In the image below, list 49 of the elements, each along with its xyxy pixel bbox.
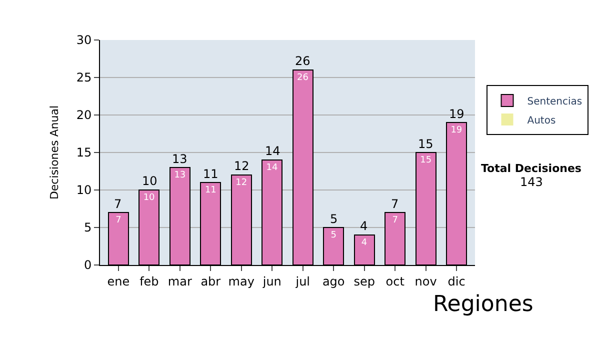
x-tick-label: dic — [448, 274, 466, 288]
data-label: 4 — [361, 238, 368, 248]
text: 143 — [520, 175, 543, 189]
total-label: 19 — [449, 107, 464, 121]
data-label: 12 — [236, 178, 248, 188]
y-tick-label: 20 — [76, 108, 92, 122]
x-tick-label: jun — [262, 274, 282, 288]
y-tick-label: 25 — [76, 70, 92, 85]
data-label: 5 — [330, 230, 336, 240]
total-label: 11 — [203, 167, 218, 181]
total-label: 4 — [360, 219, 368, 233]
x-tick-label: nov — [414, 274, 437, 288]
data-label: 26 — [297, 73, 309, 83]
total-label: 7 — [391, 197, 399, 211]
legend-label: Autos — [527, 115, 556, 126]
x-tick-label: abr — [200, 274, 221, 288]
total-label: 5 — [330, 212, 338, 226]
total-label: 15 — [418, 137, 434, 151]
total-label: 13 — [172, 152, 188, 166]
data-label: 7 — [392, 216, 398, 226]
x-tick-label: feb — [140, 274, 159, 288]
data-label: 19 — [450, 126, 462, 136]
total-label: 7 — [114, 197, 122, 211]
total-label: 26 — [295, 54, 310, 68]
data-label: 13 — [174, 170, 186, 180]
data-label: 15 — [420, 156, 432, 166]
x-tick-label: mar — [168, 274, 192, 288]
data-label: 7 — [116, 216, 122, 226]
data-label: 10 — [143, 193, 156, 203]
x-tick-label: sep — [354, 274, 375, 288]
data-label: 14 — [266, 163, 278, 173]
total-label: 12 — [234, 159, 250, 173]
y-axis-title: Decisiones Anual — [48, 105, 61, 200]
text: Total Decisiones — [481, 162, 582, 175]
y-tick-label: 30 — [76, 33, 92, 48]
x-tick-label: ago — [322, 274, 345, 288]
total-label: 14 — [265, 144, 280, 158]
text: Regiones — [433, 292, 534, 317]
y-tick-label: 5 — [84, 220, 92, 235]
total-label: 10 — [142, 174, 158, 188]
y-tick-label: 0 — [84, 258, 92, 272]
x-tick-label: ene — [107, 274, 130, 288]
y-tick-label: 15 — [76, 146, 92, 160]
x-tick-label: may — [228, 274, 254, 288]
data-label: 11 — [204, 186, 216, 196]
x-tick-label: jul — [294, 274, 310, 288]
legend-label: Sentencias — [527, 96, 582, 108]
y-tick-label: 10 — [76, 183, 92, 198]
x-tick-label: oct — [386, 274, 405, 288]
